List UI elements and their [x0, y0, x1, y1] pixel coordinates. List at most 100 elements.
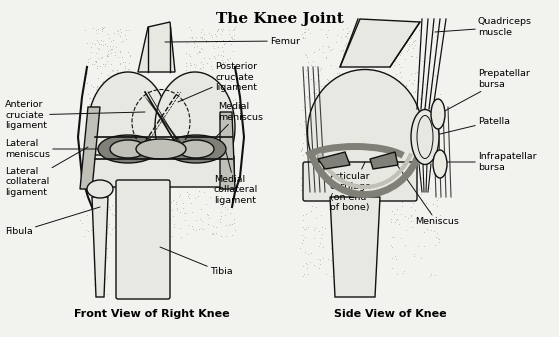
Point — [98, 292, 107, 297]
Point — [198, 161, 207, 167]
Point — [123, 168, 132, 174]
Point — [431, 73, 440, 79]
Point — [159, 224, 168, 229]
Point — [427, 81, 435, 86]
Point — [409, 129, 418, 134]
Point — [140, 232, 149, 237]
Point — [397, 29, 406, 34]
Point — [405, 180, 414, 186]
Point — [148, 43, 157, 49]
Point — [426, 89, 435, 94]
Point — [408, 81, 416, 86]
Point — [84, 228, 93, 233]
Point — [120, 104, 129, 110]
Point — [92, 211, 101, 216]
Point — [154, 214, 163, 219]
Point — [312, 158, 321, 163]
Point — [225, 106, 234, 111]
Point — [371, 168, 380, 174]
Point — [392, 136, 401, 142]
Point — [96, 169, 105, 175]
Point — [132, 179, 141, 184]
Point — [411, 150, 420, 155]
Point — [162, 221, 170, 227]
Point — [319, 82, 328, 88]
Point — [357, 248, 366, 253]
Point — [360, 224, 369, 230]
Point — [329, 182, 338, 188]
Point — [358, 237, 367, 242]
Point — [340, 58, 349, 64]
Point — [328, 163, 337, 168]
Point — [377, 58, 386, 63]
Point — [312, 172, 321, 177]
Point — [322, 90, 331, 96]
Point — [342, 232, 350, 238]
Point — [118, 202, 127, 207]
Point — [122, 106, 131, 112]
Point — [115, 157, 124, 163]
Point — [372, 180, 381, 186]
Point — [386, 130, 395, 136]
Point — [321, 148, 330, 153]
Point — [102, 230, 111, 236]
Point — [394, 97, 402, 102]
Point — [167, 200, 176, 205]
Point — [381, 51, 390, 57]
Text: Front View of Right Knee: Front View of Right Knee — [74, 309, 230, 319]
Point — [229, 27, 238, 32]
Point — [164, 52, 173, 57]
Point — [97, 252, 106, 257]
Text: Fibula: Fibula — [5, 207, 100, 237]
Point — [176, 156, 185, 162]
Point — [352, 97, 361, 102]
Point — [160, 207, 169, 213]
Point — [129, 190, 138, 195]
Point — [107, 175, 116, 180]
Point — [219, 49, 228, 54]
Point — [351, 181, 360, 186]
Point — [159, 222, 168, 227]
Point — [112, 162, 121, 167]
Point — [332, 88, 341, 93]
Point — [342, 152, 350, 157]
Point — [96, 163, 105, 168]
Point — [333, 32, 342, 37]
Point — [352, 235, 361, 241]
Point — [101, 95, 110, 100]
Point — [145, 37, 154, 43]
Point — [344, 168, 353, 174]
Point — [182, 180, 191, 186]
Point — [349, 244, 358, 249]
Point — [155, 222, 164, 227]
Point — [101, 187, 110, 193]
Point — [333, 211, 342, 217]
Point — [78, 206, 87, 212]
Point — [98, 91, 107, 97]
Point — [406, 213, 415, 219]
Point — [112, 162, 121, 168]
Point — [191, 195, 200, 200]
Point — [197, 162, 206, 167]
Point — [433, 203, 442, 209]
Point — [100, 235, 108, 240]
Point — [348, 36, 357, 42]
Point — [160, 229, 169, 234]
Point — [354, 135, 363, 140]
Point — [392, 141, 401, 147]
Point — [155, 216, 164, 221]
Point — [333, 212, 342, 217]
Point — [345, 87, 354, 93]
Point — [93, 45, 102, 51]
Point — [190, 82, 199, 87]
Point — [357, 228, 366, 234]
Point — [203, 212, 212, 218]
Point — [334, 184, 343, 189]
Ellipse shape — [98, 135, 158, 163]
Point — [415, 78, 424, 84]
Point — [315, 261, 324, 267]
Point — [411, 177, 420, 182]
Polygon shape — [340, 19, 420, 67]
Point — [141, 184, 150, 190]
Point — [219, 177, 228, 182]
